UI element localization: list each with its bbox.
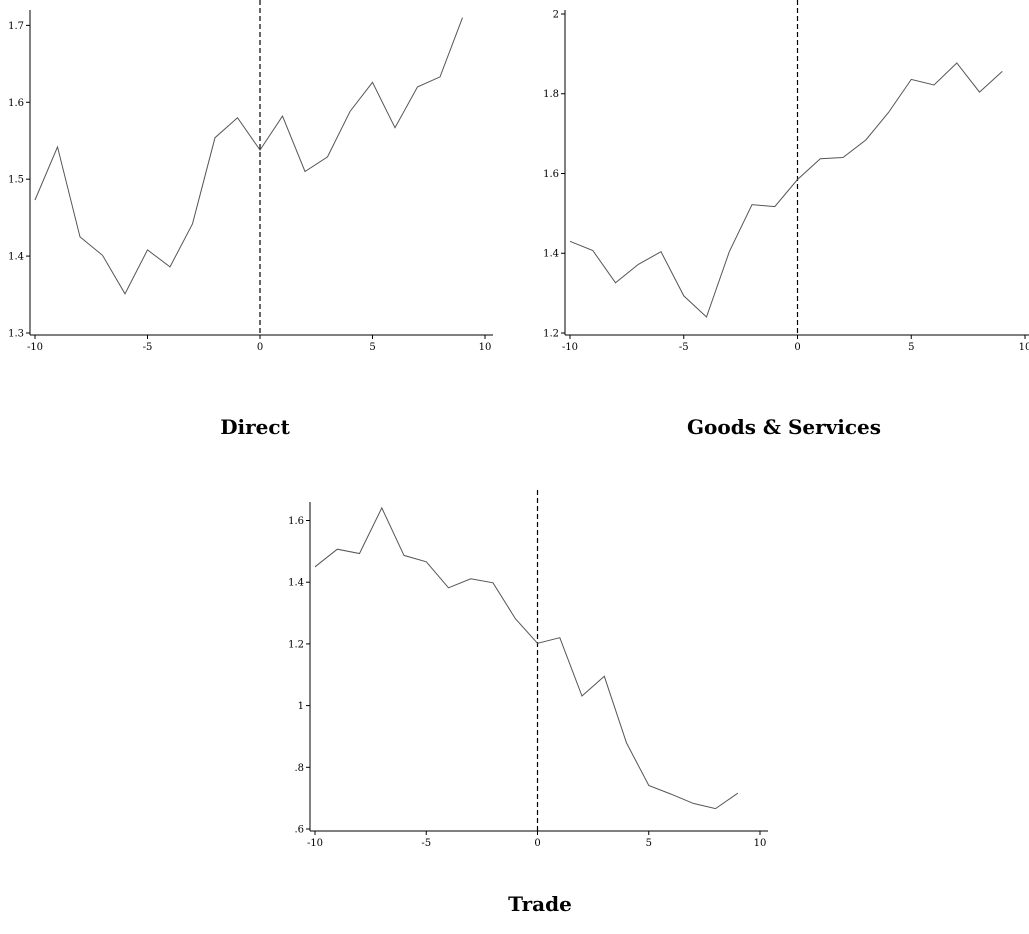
x-tick-label: -5: [421, 838, 431, 849]
x-tick-label: 10: [754, 838, 767, 849]
y-tick-label: .8: [294, 763, 304, 774]
x-tick-label: 10: [479, 342, 492, 353]
y-tick-label: 1.3: [8, 329, 24, 340]
caption-goods-services: Goods & Services: [686, 415, 882, 439]
y-tick-label: 1.8: [543, 89, 559, 100]
chart-goods-services: 1.2 1.4 1.6 1.8 2 -10 -5 0 5 10: [520, 0, 1029, 353]
chart-goods-services-svg: 1.2 1.4 1.6 1.8 2 -10 -5 0 5 10: [543, 0, 1029, 353]
series-line-trade: [314, 506, 739, 810]
x-tick-label: 10: [1019, 342, 1029, 353]
y-tick-label: 1.2: [288, 639, 304, 650]
y-tick-label: 1.5: [8, 175, 24, 186]
y-tick-label: .6: [294, 825, 304, 836]
x-tick-label: -5: [679, 342, 689, 353]
x-tick-label: 5: [646, 838, 652, 849]
x-tick-label: -10: [307, 838, 323, 849]
series-line-goods-services: [569, 62, 1003, 318]
x-tick-label: -10: [27, 342, 43, 353]
y-tick-label: 1: [298, 701, 304, 712]
chart-direct: 1.3 1.4 1.5 1.6 1.7 -10 -5 0 5 10: [0, 0, 520, 353]
y-tick-label: 2: [553, 9, 559, 20]
x-tick-label: 0: [534, 838, 540, 849]
y-tick-label: 1.6: [288, 516, 304, 527]
y-tick-label: 1.4: [288, 578, 304, 589]
y-tick-label: 1.6: [8, 98, 24, 109]
y-tick-label: 1.4: [543, 249, 559, 260]
y-tick-label: 1.7: [8, 21, 24, 32]
caption-direct: Direct: [220, 415, 290, 439]
x-tick-label: 0: [257, 342, 263, 353]
y-tick-label: 1.4: [8, 252, 24, 263]
x-tick-label: -10: [562, 342, 578, 353]
chart-trade-svg: .6 .8 1 1.2 1.4 1.6 -10 -5 0 5 10: [288, 490, 768, 849]
x-tick-label: -5: [143, 342, 153, 353]
caption-trade: Trade: [508, 892, 572, 916]
y-tick-label: 1.2: [543, 329, 559, 340]
x-tick-label: 5: [908, 342, 914, 353]
chart-direct-svg: 1.3 1.4 1.5 1.6 1.7 -10 -5 0 5 10: [8, 0, 493, 353]
x-tick-label: 5: [369, 342, 375, 353]
series-line-direct: [34, 17, 463, 295]
chart-trade: .6 .8 1 1.2 1.4 1.6 -10 -5 0 5 10: [260, 490, 780, 850]
x-tick-label: 0: [794, 342, 800, 353]
y-tick-label: 1.6: [543, 169, 559, 180]
